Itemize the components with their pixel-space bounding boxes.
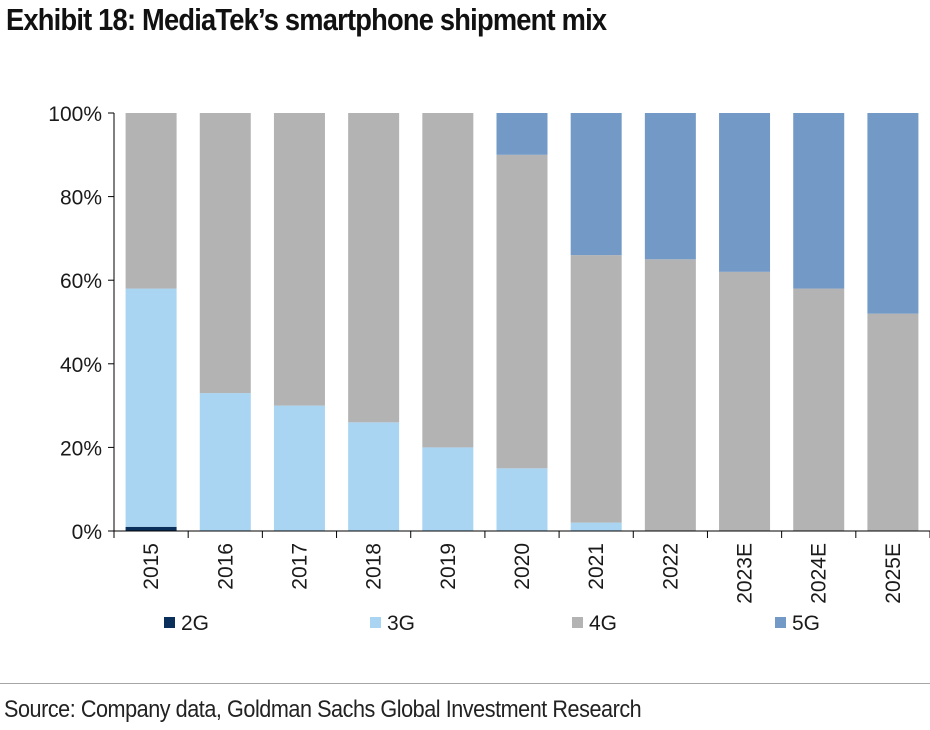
x-tick-label-2015: 2015 (140, 543, 163, 590)
legend-label-4g: 4G (589, 612, 617, 635)
y-tick-label: 60% (60, 270, 102, 293)
bar-4g-2019 (422, 113, 474, 448)
bar-3g-2020 (496, 468, 548, 531)
bar-5g-2025e (867, 113, 919, 314)
bar-3g-2019 (422, 447, 474, 531)
bar-4g-2025e (867, 313, 919, 531)
bar-3g-2018 (348, 422, 400, 531)
source-divider (0, 683, 930, 684)
y-tick-label: 100% (48, 103, 102, 126)
y-tick-label: 0% (72, 521, 102, 544)
y-tick-label: 20% (60, 437, 102, 460)
bar-4g-2015 (125, 113, 177, 289)
x-tick-label-2022: 2022 (659, 543, 682, 590)
bar-5g-2020 (496, 113, 548, 155)
x-tick-label-2017: 2017 (288, 543, 311, 590)
legend-label-2g: 2G (181, 612, 209, 635)
bar-4g-2020 (496, 154, 548, 469)
x-axis: 2015 2016 2017 2018 2019 2020 2021 2022 2023E 202… (113, 530, 930, 604)
bar-5g-2022 (644, 113, 696, 260)
bars-layer (125, 113, 919, 531)
stacked-bar-chart: 0%20%40%60%80%100% 2015 2016 2017 2018 2019 2… (48, 103, 930, 635)
y-tick-label: 80% (60, 187, 102, 210)
bar-4g-2018 (348, 113, 400, 423)
legend: 2G 3G 4G 5G (164, 612, 820, 635)
legend-swatch-2g (164, 617, 175, 628)
bar-3g-2016 (199, 393, 251, 531)
bar-3g-2021 (570, 522, 622, 531)
legend-swatch-4g (572, 617, 583, 628)
source-note: Source: Company data, Goldman Sachs Glob… (4, 696, 642, 723)
bar-5g-2024e (793, 113, 845, 289)
x-tick-label-2021: 2021 (585, 543, 608, 590)
bar-5g-2023e (719, 113, 771, 272)
legend-swatch-5g (775, 617, 786, 628)
y-tick-label: 40% (60, 354, 102, 377)
bar-2g-2015 (125, 526, 177, 531)
x-tick-label-2020: 2020 (511, 543, 534, 590)
x-tick-label-2023e: 2023E (734, 543, 757, 604)
exhibit-title: Exhibit 18: MediaTek’s smartphone shipme… (6, 2, 607, 37)
x-tick-label-2024e: 2024E (808, 543, 831, 604)
legend-label-5g: 5G (792, 612, 820, 635)
y-axis: 0% 20% 40% 60% 80% 100% (48, 103, 115, 544)
bar-3g-2017 (273, 405, 325, 531)
bar-4g-2021 (570, 255, 622, 523)
bar-4g-2024e (793, 288, 845, 531)
bar-4g-2023e (719, 271, 771, 531)
x-tick-label-2025e: 2025E (882, 543, 905, 604)
legend-label-3g: 3G (387, 612, 415, 635)
bar-4g-2016 (199, 113, 251, 394)
legend-swatch-3g (370, 617, 381, 628)
x-tick-label-2016: 2016 (214, 543, 237, 590)
x-tick-label-2019: 2019 (437, 543, 460, 590)
bar-5g-2021 (570, 113, 622, 256)
bar-4g-2017 (273, 113, 325, 406)
x-tick-label-2018: 2018 (363, 543, 386, 590)
bar-3g-2015 (125, 288, 177, 527)
bar-4g-2022 (644, 259, 696, 531)
